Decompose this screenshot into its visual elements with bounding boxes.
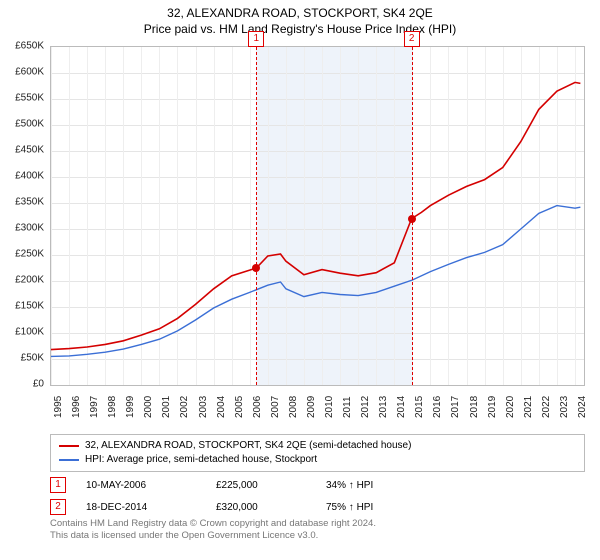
- x-tick-label: 1996: [71, 396, 82, 418]
- legend-row: 32, ALEXANDRA ROAD, STOCKPORT, SK4 2QE (…: [59, 439, 576, 453]
- sales-table: 1 10-MAY-2006 £225,000 34% ↑ HPI 2 18-DEC-201…: [50, 474, 585, 518]
- title-subtitle: Price paid vs. HM Land Registry's House …: [0, 20, 600, 40]
- x-tick-label: 2017: [450, 396, 461, 418]
- x-tick-label: 2012: [360, 396, 371, 418]
- x-tick-label: 2005: [234, 396, 245, 418]
- x-tick-label: 1995: [53, 396, 64, 418]
- series-line-hpi: [51, 206, 580, 357]
- y-tick-label: £650K: [15, 41, 44, 52]
- x-tick-label: 2006: [252, 396, 263, 418]
- series-line-property_price: [51, 82, 580, 349]
- title-address: 32, ALEXANDRA ROAD, STOCKPORT, SK4 2QE: [0, 0, 600, 20]
- x-tick-label: 2004: [216, 396, 227, 418]
- x-tick-label: 2001: [161, 396, 172, 418]
- y-tick-label: £300K: [15, 223, 44, 234]
- y-tick-label: £100K: [15, 327, 44, 338]
- sale-dot: [408, 215, 416, 223]
- sales-row-number: 2: [50, 499, 66, 515]
- y-tick-label: £0: [33, 379, 44, 390]
- sale-dot: [252, 264, 260, 272]
- legend-swatch: [59, 445, 79, 447]
- sales-row-price: £225,000: [216, 480, 306, 491]
- footer-attribution: Contains HM Land Registry data © Crown c…: [50, 518, 585, 542]
- x-tick-label: 2020: [505, 396, 516, 418]
- sale-marker-number: 1: [248, 31, 264, 47]
- y-tick-label: £450K: [15, 145, 44, 156]
- footer-line2: This data is licensed under the Open Gov…: [50, 530, 585, 542]
- legend-row: HPI: Average price, semi-detached house,…: [59, 453, 576, 467]
- y-tick-label: £50K: [21, 353, 44, 364]
- chart-plot-area: 12: [50, 46, 585, 386]
- x-tick-label: 2016: [432, 396, 443, 418]
- sale-marker-line: [256, 47, 257, 385]
- x-tick-label: 2002: [179, 396, 190, 418]
- sales-row-number: 1: [50, 477, 66, 493]
- x-tick-label: 2007: [270, 396, 281, 418]
- sales-table-row: 1 10-MAY-2006 £225,000 34% ↑ HPI: [50, 474, 585, 496]
- chart-container: 32, ALEXANDRA ROAD, STOCKPORT, SK4 2QE P…: [0, 0, 600, 560]
- x-tick-label: 2022: [541, 396, 552, 418]
- y-tick-label: £550K: [15, 93, 44, 104]
- y-tick-label: £500K: [15, 119, 44, 130]
- x-tick-label: 2009: [306, 396, 317, 418]
- x-tick-label: 2015: [414, 396, 425, 418]
- x-tick-label: 2023: [559, 396, 570, 418]
- x-tick-label: 2018: [469, 396, 480, 418]
- x-tick-label: 2014: [396, 396, 407, 418]
- legend: 32, ALEXANDRA ROAD, STOCKPORT, SK4 2QE (…: [50, 434, 585, 472]
- x-tick-label: 1997: [89, 396, 100, 418]
- x-tick-label: 2024: [577, 396, 588, 418]
- x-tick-label: 2013: [378, 396, 389, 418]
- x-tick-label: 1998: [107, 396, 118, 418]
- x-tick-label: 2008: [288, 396, 299, 418]
- legend-label: 32, ALEXANDRA ROAD, STOCKPORT, SK4 2QE (…: [85, 439, 411, 453]
- chart-lines-svg: [51, 47, 584, 385]
- legend-swatch: [59, 459, 79, 461]
- x-tick-label: 2019: [487, 396, 498, 418]
- x-tick-label: 2000: [143, 396, 154, 418]
- sale-marker-number: 2: [404, 31, 420, 47]
- x-tick-label: 2003: [198, 396, 209, 418]
- sales-row-date: 18-DEC-2014: [86, 502, 196, 513]
- y-tick-label: £200K: [15, 275, 44, 286]
- sales-table-row: 2 18-DEC-2014 £320,000 75% ↑ HPI: [50, 496, 585, 518]
- y-axis: £0£50K£100K£150K£200K£250K£300K£350K£400…: [0, 46, 48, 386]
- sales-row-delta: 75% ↑ HPI: [326, 502, 426, 513]
- y-tick-label: £600K: [15, 67, 44, 78]
- y-tick-label: £150K: [15, 301, 44, 312]
- sales-row-date: 10-MAY-2006: [86, 480, 196, 491]
- x-tick-label: 1999: [125, 396, 136, 418]
- legend-label: HPI: Average price, semi-detached house,…: [85, 453, 317, 467]
- footer-line1: Contains HM Land Registry data © Crown c…: [50, 518, 585, 530]
- y-tick-label: £400K: [15, 171, 44, 182]
- x-tick-label: 2021: [523, 396, 534, 418]
- x-tick-label: 2011: [342, 396, 353, 418]
- y-tick-label: £350K: [15, 197, 44, 208]
- sales-row-price: £320,000: [216, 502, 306, 513]
- x-tick-label: 2010: [324, 396, 335, 418]
- x-axis: 1995 1996 1997 1998 1999 2000 2001 2002 2003 2004…: [50, 386, 585, 434]
- sales-row-delta: 34% ↑ HPI: [326, 480, 426, 491]
- y-tick-label: £250K: [15, 249, 44, 260]
